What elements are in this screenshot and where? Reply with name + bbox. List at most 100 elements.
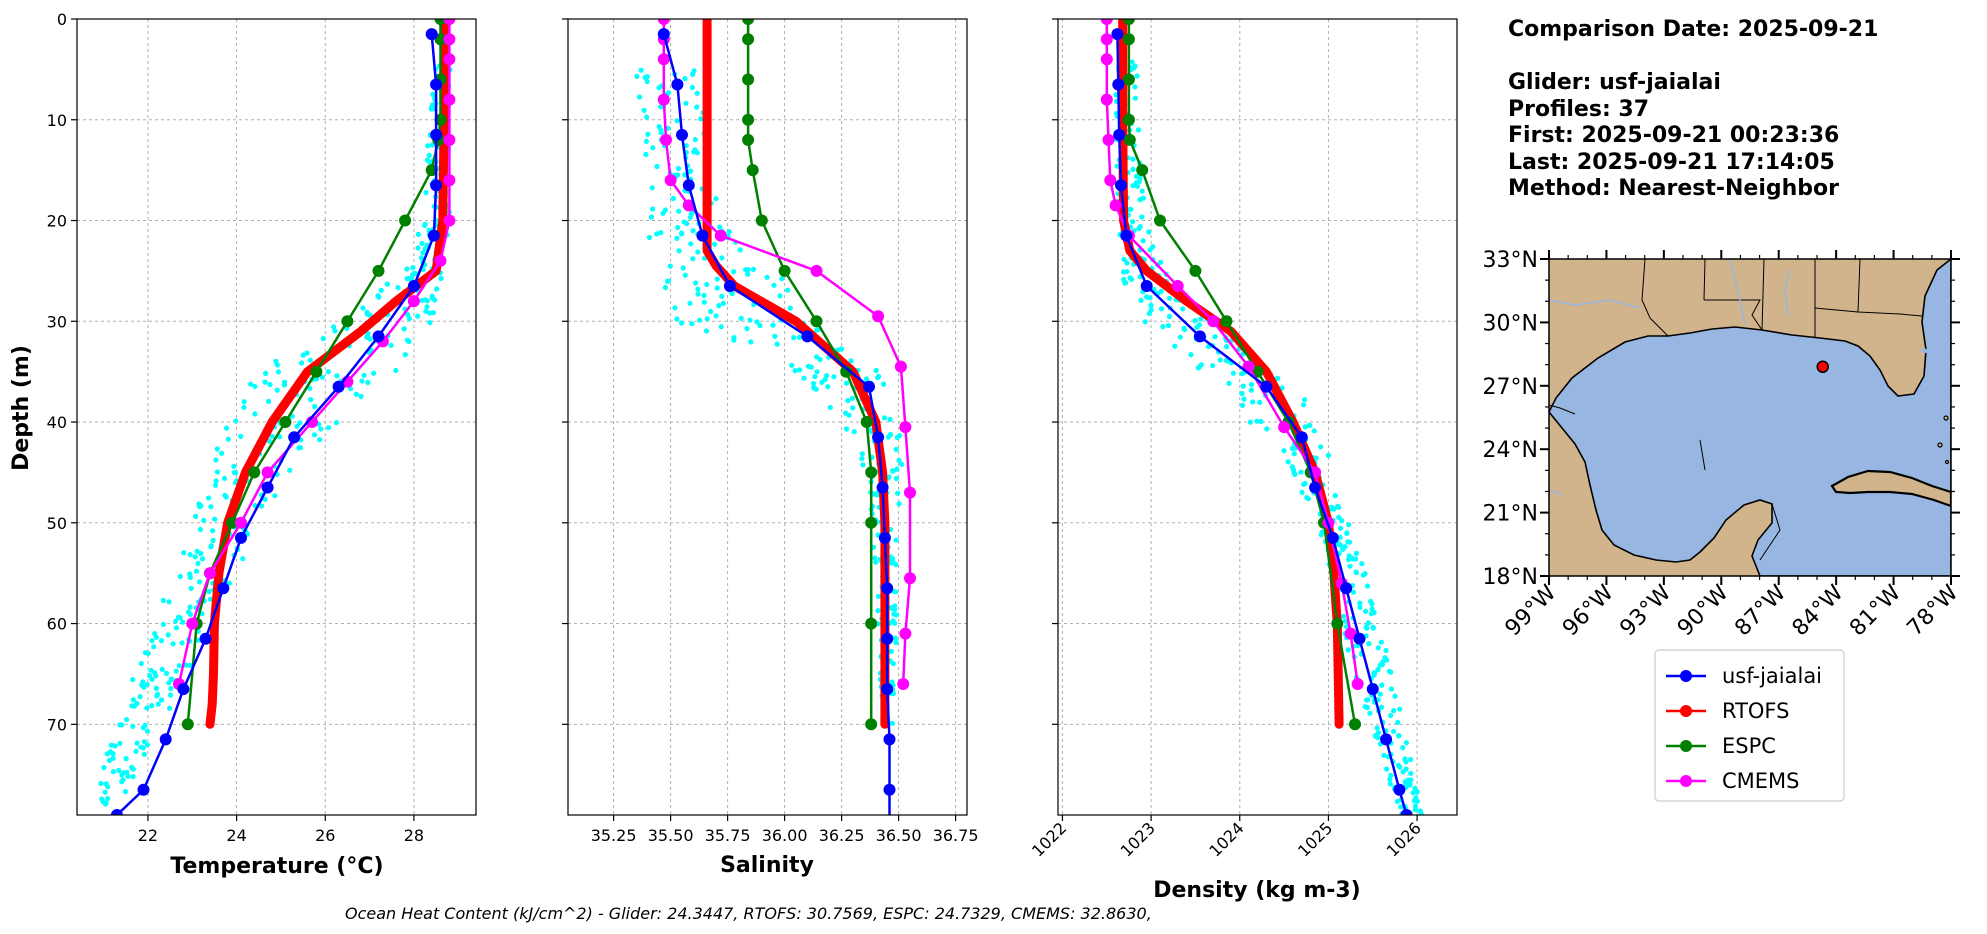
- temperature-scatter-point: [105, 796, 111, 802]
- density-usf-jaialai-point: [1353, 632, 1366, 645]
- temperature-scatter-point: [166, 599, 172, 605]
- salinity-scatter-point: [645, 131, 651, 137]
- temperature-scatter-point: [166, 680, 172, 686]
- temperature-scatter-point: [134, 700, 140, 707]
- density-scatter-point: [1134, 73, 1140, 79]
- legend-marker: [1680, 670, 1692, 682]
- salinity-scatter-point: [789, 362, 795, 368]
- density-scatter-point: [1388, 772, 1394, 778]
- temperature-usf-jaialai-point: [159, 733, 172, 746]
- density-scatter-point: [1144, 294, 1150, 300]
- density-scatter-point: [1403, 780, 1409, 787]
- lake-okeechobee: [1920, 348, 1928, 354]
- temperature-scatter-point: [105, 784, 111, 790]
- temperature-scatter-point: [272, 493, 278, 499]
- density-scatter-point: [1166, 313, 1173, 320]
- temperature-espc-point: [434, 113, 447, 126]
- island: [1943, 415, 1949, 421]
- density-xtick-label: 1022: [1028, 818, 1070, 860]
- temperature-scatter-point: [197, 502, 203, 508]
- temperature-scatter-point: [252, 411, 258, 417]
- salinity-scatter-point: [791, 335, 797, 341]
- salinity-cmems-point: [657, 19, 670, 25]
- temperature-scatter-point: [294, 423, 300, 429]
- salinity-xtick-label: 36.50: [876, 826, 922, 845]
- salinity-cmems-point: [657, 53, 670, 66]
- density-scatter-point: [1248, 387, 1254, 393]
- temperature-cmems-point: [235, 516, 247, 529]
- temperature-scatter-point: [297, 420, 303, 426]
- salinity-scatter-point: [888, 648, 895, 655]
- salinity-scatter-point: [690, 228, 696, 234]
- salinity-scatter-point: [689, 84, 696, 91]
- density-scatter-point: [1408, 756, 1414, 763]
- density-scatter-point: [1371, 672, 1377, 678]
- temperature-cmems-point: [407, 295, 420, 308]
- temperature-scatter-point: [117, 740, 123, 747]
- temperature-scatter-point: [120, 777, 126, 783]
- temperature-scatter-point: [104, 751, 110, 757]
- density-scatter-point: [1353, 569, 1359, 575]
- legend-items: usf-jaialai RTOFS ESPC CMEMS: [1666, 664, 1822, 793]
- density-scatter-point: [1140, 238, 1146, 244]
- density-scatter-point: [1279, 385, 1285, 391]
- density-scatter-point: [1370, 624, 1376, 630]
- salinity-scatter-point: [719, 293, 725, 299]
- density-scatter-point: [1180, 306, 1186, 312]
- temperature-scatter-point: [427, 320, 433, 326]
- temperature-scatter-point: [424, 304, 430, 310]
- density-scatter-point: [1223, 358, 1229, 364]
- salinity-scatter-point: [695, 291, 701, 297]
- temperature-scatter-point: [117, 722, 123, 728]
- temperature-scatter-point: [395, 285, 401, 291]
- temperature-espc-point: [279, 416, 292, 428]
- temperature-scatter-point: [159, 697, 165, 703]
- salinity-scatter-point: [704, 316, 710, 322]
- temperature-xtick-label: 26: [315, 826, 335, 845]
- temperature-usf-jaialai-point: [372, 330, 385, 343]
- salinity-cmems-point: [899, 421, 912, 434]
- temperature-usf-jaialai-point: [288, 431, 301, 444]
- density-scatter-point: [1342, 618, 1348, 624]
- density-espc-point: [1122, 73, 1135, 86]
- temperature-scatter-point: [187, 574, 193, 581]
- island: [1937, 442, 1943, 448]
- salinity-scatter-point: [649, 185, 655, 191]
- salinity-usf-jaialai-point: [801, 330, 814, 343]
- map-lon-label: 78°W: [1903, 580, 1964, 641]
- salinity-scatter-point: [813, 386, 819, 392]
- salinity-scatter-point: [644, 114, 650, 120]
- temperature-scatter-point: [311, 432, 318, 438]
- density-scatter-point: [1387, 781, 1393, 787]
- density-usf-jaialai-point: [1115, 179, 1127, 192]
- density-scatter-point: [1130, 166, 1136, 172]
- salinity-usf-jaialai-point: [883, 783, 896, 796]
- density-scatter-point: [1336, 514, 1342, 521]
- salinity-scatter-point: [737, 247, 743, 253]
- temperature-scatter-point: [331, 324, 337, 330]
- temperature-scatter-point: [266, 438, 272, 444]
- density-usf-jaialai-point: [1111, 28, 1124, 41]
- salinity-scatter-point: [792, 368, 798, 374]
- temperature-scatter-point: [124, 769, 130, 776]
- salinity-scatter-point: [681, 219, 687, 225]
- temperature-espc-point: [341, 315, 354, 328]
- density-scatter-point: [1136, 179, 1142, 185]
- density-scatter-point: [1397, 764, 1403, 770]
- temperature-scatter-point: [177, 615, 183, 621]
- density-scatter-point: [1240, 383, 1246, 389]
- temperature-scatter-point: [304, 350, 310, 356]
- density-scatter-point: [1367, 710, 1373, 716]
- legend-label: RTOFS: [1722, 699, 1789, 723]
- salinity-usf-jaialai-point: [676, 128, 688, 141]
- salinity-espc-point: [742, 113, 755, 126]
- density-usf-jaialai-point: [1340, 582, 1353, 595]
- temperature-scatter-point: [181, 550, 187, 556]
- density-scatter-point: [1362, 571, 1368, 577]
- density-scatter-point: [1137, 197, 1143, 203]
- temperature-espc-line: [186, 19, 442, 726]
- temperature-scatter-point: [401, 326, 407, 332]
- salinity-scatter-point: [658, 230, 664, 236]
- temperature-scatter-point: [281, 379, 288, 385]
- temperature-scatter-point: [410, 265, 416, 271]
